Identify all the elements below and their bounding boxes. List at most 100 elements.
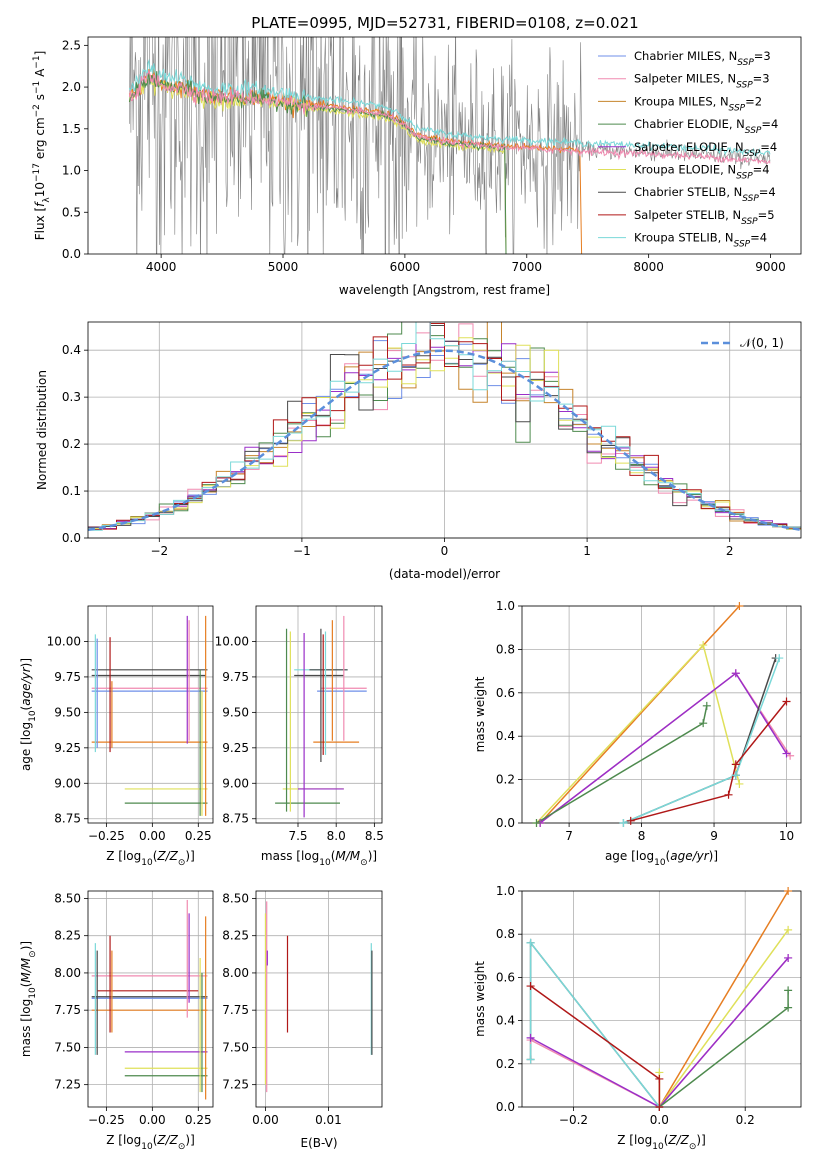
mass-z-xlabel: Z [log10(Z/Z⊙)]: [106, 1133, 195, 1152]
age-mass-ytick-label-3: 9.50: [222, 705, 249, 719]
weight-z-series-4: [658, 990, 789, 1107]
residual-xtick-label-4: 2: [726, 544, 734, 558]
mass-ebv-ytick-label-4: 8.25: [222, 929, 249, 943]
mass-ebv-xtick-label-1: 0.01: [315, 1113, 342, 1127]
age-z-ytick-label-1: 9.00: [54, 776, 81, 790]
residual-xtick-label-2: 0: [441, 544, 449, 558]
mass-z-ytick-label-4: 8.25: [54, 929, 81, 943]
spectrum-model-line-2: [128, 58, 771, 157]
weight-z-frame: [521, 890, 802, 1108]
spectrum-panel: 4000 5000 6000 7000 8000 9000 0.0 0.5 1.0 1.5 2.0 2…: [32, 36, 802, 297]
spectrum-xtick-label-4: 8000: [633, 260, 664, 274]
mass-z-ytick-label-2: 7.75: [54, 1003, 81, 1017]
weight-z-xtick-label-0: −0.2: [559, 1113, 588, 1127]
weight-age-ytick-label-3: 0.6: [496, 686, 515, 700]
weight-z-point-7-1: [655, 1074, 664, 1083]
spectrum-xtick-label-3: 7000: [511, 260, 542, 274]
spectrum-frame: [87, 36, 802, 255]
age-mass-xtick-label-1: 8.0: [327, 829, 346, 843]
weight-age-point-7-1: [724, 790, 733, 799]
age-mass-xtick-label-2: 8.5: [365, 829, 384, 843]
weight-age-ytick-label-1: 0.2: [496, 773, 515, 787]
mass-ebv-ytick-label-2: 7.75: [222, 1003, 249, 1017]
age-z-frame: [87, 605, 214, 824]
weight-z-point-7-2: [655, 1103, 664, 1111]
weight-z-point-4-1: [784, 1003, 793, 1012]
mass-z-xtick-label-0: −0.25: [88, 1113, 125, 1127]
legend-label-6: Chabrier STELIB, NSSP=4: [634, 185, 776, 204]
age-z-plot-area: [91, 615, 208, 816]
weight-z-point-3-0: [526, 1033, 535, 1042]
gaussian-curve: [88, 349, 801, 532]
residual-xtick-label-3: 1: [583, 544, 591, 558]
age-mass-ytick-label-5: 10.00: [215, 634, 249, 648]
spectrum-xtick-label-1: 5000: [268, 260, 299, 274]
weight-z-ytick-label-4: 0.8: [496, 927, 515, 941]
weight-age-point-6-2: [775, 654, 784, 663]
weight-age-frame: [521, 605, 802, 824]
weight-z-point-3-2: [784, 953, 793, 962]
weight-z-ytick-label-5: 1.0: [496, 884, 515, 898]
residual-ytick-label-3: 0.3: [62, 390, 81, 404]
weight-age-ytick-label-5: 1.0: [496, 599, 515, 613]
age-mass-ytick-label-1: 9.00: [222, 776, 249, 790]
weight-age-point-6-1: [731, 771, 740, 780]
weight-z-series-0: [658, 891, 789, 1107]
weight-age-point-3-2: [782, 749, 791, 758]
residual-xtick-label-0: −2: [150, 544, 168, 558]
age-z-ytick-label-5: 10.00: [47, 634, 81, 648]
weight-z-xtick-label-2: 0.2: [736, 1113, 755, 1127]
age-mass-ytick-label-2: 9.25: [222, 741, 249, 755]
age-z-xtick-label-2: 0.25: [185, 829, 212, 843]
mass-vs-metallicity-panel: −0.25 0.00 0.25 7.25 7.50 7.75 8.00 8.25 8.50 Z […: [19, 890, 214, 1152]
spectrum-xlabel: wavelength [Angstrom, rest frame]: [339, 283, 550, 297]
weight-age-ytick-label-4: 0.8: [496, 642, 515, 656]
weight-z-point-6-1: [526, 938, 535, 947]
weight-age-point-7-0: [626, 816, 635, 825]
spectrum-ytick-label-2: 1.0: [62, 164, 81, 178]
age-z-grid: [88, 606, 213, 823]
mass-ebv-plot-area: [264, 901, 373, 1093]
mass-z-xtick-label-1: 0.00: [139, 1113, 166, 1127]
mass-ebv-grid: [256, 891, 382, 1107]
age-z-xlabel: Z [log10(Z/Z⊙)]: [106, 849, 195, 868]
weight-age-series-7: [630, 701, 788, 822]
gaussian-legend-label: 𝒩(0, 1): [740, 336, 784, 350]
weight-z-series-1: [658, 929, 789, 1107]
age-mass-xlabel: mass [log10(M/M⊙)]: [261, 849, 377, 868]
weight-z-ylabel: mass weight: [473, 961, 487, 1037]
mass-ebv-ytick-label-0: 7.25: [222, 1078, 249, 1092]
legend-label-1: Salpeter MILES, NSSP=3: [634, 72, 770, 91]
residual-ytick-label-2: 0.2: [62, 437, 81, 451]
mass-ebv-xlabel: E(B-V): [300, 1136, 337, 1150]
age-mass-ytick-label-0: 8.75: [222, 812, 249, 826]
spectrum-xtick-label-5: 9000: [755, 260, 786, 274]
spectrum-legend: Chabrier MILES, NSSP=3 Salpeter MILES, NS…: [598, 49, 778, 250]
age-z-ytick-label-2: 9.25: [54, 741, 81, 755]
spectrum-ytick-label-1: 0.5: [62, 205, 81, 219]
age-z-ytick-label-4: 9.75: [54, 670, 81, 684]
weight-age-series-5: [623, 657, 777, 823]
weight-z-point-4-2: [784, 986, 793, 995]
weight-age-xtick-label-3: 10: [779, 829, 794, 843]
spectrum-xtick-label-2: 6000: [390, 260, 421, 274]
weight-age-point-4-0: [532, 819, 541, 827]
residual-ylabel: Normed distribution: [35, 370, 49, 490]
age-mass-plot-area: [275, 615, 367, 818]
weight-age-ytick-label-2: 0.4: [496, 729, 515, 743]
spectrum-model-line-4: [128, 70, 771, 165]
age-z-ylabel: age [log10(age/yr)]: [19, 658, 38, 771]
weight-age-ylabel: mass weight: [473, 676, 487, 752]
spectrum-ytick-label-5: 2.5: [62, 38, 81, 52]
age-mass-xtick-label-0: 7.5: [288, 829, 307, 843]
age-vs-metallicity-panel: −0.25 0.00 0.25 8.75 9.00 9.25 9.50 9.75 10.00 Z …: [19, 605, 214, 868]
weight-z-ytick-label-3: 0.6: [496, 970, 515, 984]
age-z-ytick-label-3: 9.50: [54, 705, 81, 719]
weight-z-series-3: [530, 957, 789, 1107]
weight-age-point-6-0: [619, 819, 628, 827]
weight-age-series-1: [535, 643, 741, 823]
residual-histogram-panel: −2 −1 0 1 2 0.0 0.1 0.2 0.3 0.4 𝒩(0, 1) (data-model…: [35, 321, 802, 581]
weight-z-point-1-2: [784, 925, 793, 934]
age-mass-grid: [256, 606, 382, 823]
weight-z-series-7: [530, 985, 661, 1107]
